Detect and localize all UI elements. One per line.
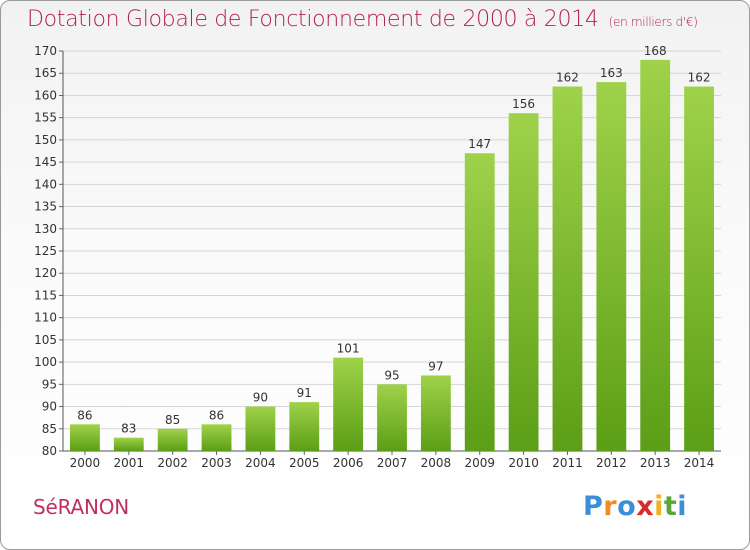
bar-2000	[70, 424, 100, 451]
logo-letter: o	[617, 491, 637, 522]
y-tick-label: 85	[42, 422, 57, 436]
data-label-2000: 86	[77, 408, 92, 422]
data-label-2003: 86	[209, 408, 224, 422]
bar-2007	[377, 384, 407, 451]
data-label-2009: 147	[468, 137, 491, 151]
data-label-2008: 97	[428, 359, 443, 373]
bar-2013	[640, 59, 671, 452]
y-tick-label: 115	[34, 288, 57, 302]
x-tick-label: 2007	[377, 456, 408, 470]
data-label-2005: 91	[297, 386, 312, 400]
logo-letter: i	[654, 491, 664, 522]
bars	[70, 59, 714, 452]
data-label-2012: 163	[600, 66, 623, 80]
x-tick-label: 2014	[684, 456, 715, 470]
bar-2009	[464, 153, 495, 451]
bar-2001	[113, 437, 144, 451]
chart-title: Dotation Globale de Fonctionnement de 20…	[27, 7, 698, 32]
y-tick-label: 95	[42, 377, 57, 391]
logo-letter: P	[583, 491, 604, 522]
y-tick-label: 105	[34, 333, 57, 347]
proxiti-logo: Proxiti	[583, 491, 687, 522]
bar-2010	[508, 113, 539, 451]
bar-2004	[245, 406, 276, 451]
data-label-2002: 85	[165, 413, 180, 427]
data-label-2001: 83	[121, 422, 136, 436]
bar-2008	[420, 375, 451, 451]
data-labels: 86 83 85 86 90 91 101 95 97 147 156 162 163 168 162	[77, 44, 710, 436]
y-tick-label: 100	[34, 355, 57, 369]
y-tick-label: 145	[34, 155, 57, 169]
y-tick-label: 110	[34, 311, 57, 325]
y-tick-label: 170	[34, 44, 57, 58]
y-tick-label: 155	[34, 111, 57, 125]
town-name: SéRANON	[33, 495, 130, 519]
x-tick-label: 2011	[552, 456, 583, 470]
y-tick-label: 140	[34, 177, 57, 191]
y-tick-label: 165	[34, 66, 57, 80]
y-tick-label: 125	[34, 244, 57, 258]
bar-2014	[684, 86, 714, 452]
bar-2011	[552, 86, 583, 452]
logo-letter: r	[603, 491, 618, 522]
x-tick-label: 2012	[596, 456, 627, 470]
x-tick-label: 2008	[421, 456, 452, 470]
x-tick-label: 2003	[201, 456, 232, 470]
x-tick-label: 2004	[245, 456, 276, 470]
logo-letter: t	[663, 491, 678, 522]
chart-unit: (en milliers d'€)	[608, 15, 698, 29]
data-label-2004: 90	[253, 391, 268, 405]
x-tick-label: 2005	[289, 456, 320, 470]
tick-labels: 80 85 90 95 100 105 110 115 120 125 130 135 140 145 15…	[34, 44, 714, 470]
y-tick-label: 120	[34, 266, 57, 280]
chart-title-text: Dotation Globale de Fonctionnement de 20…	[27, 7, 599, 32]
bar-2002	[157, 428, 188, 451]
x-tick-label: 2001	[114, 456, 145, 470]
data-label-2006: 101	[337, 342, 360, 356]
data-label-2011: 162	[556, 71, 579, 85]
y-tick-label: 80	[42, 444, 57, 458]
y-tick-label: 130	[34, 222, 57, 236]
x-tick-label: 2000	[70, 456, 101, 470]
y-tick-label: 90	[42, 400, 57, 414]
x-tick-label: 2002	[157, 456, 188, 470]
x-tick-label: 2010	[508, 456, 539, 470]
bar-2005	[289, 402, 320, 451]
bar-2003	[201, 424, 232, 451]
data-label-2007: 95	[384, 368, 399, 382]
logo-letter: x	[636, 491, 655, 522]
y-tick-label: 150	[34, 133, 57, 147]
data-label-2014: 162	[688, 71, 711, 85]
x-tick-label: 2013	[640, 456, 671, 470]
data-label-2013: 168	[644, 44, 667, 58]
data-label-2010: 156	[512, 97, 535, 111]
y-tick-label: 160	[34, 88, 57, 102]
y-tick-label: 135	[34, 200, 57, 214]
bar-2006	[333, 357, 364, 451]
bar-2012	[596, 82, 627, 451]
x-tick-label: 2009	[464, 456, 495, 470]
x-tick-label: 2006	[333, 456, 364, 470]
logo-letter: i	[677, 491, 688, 522]
